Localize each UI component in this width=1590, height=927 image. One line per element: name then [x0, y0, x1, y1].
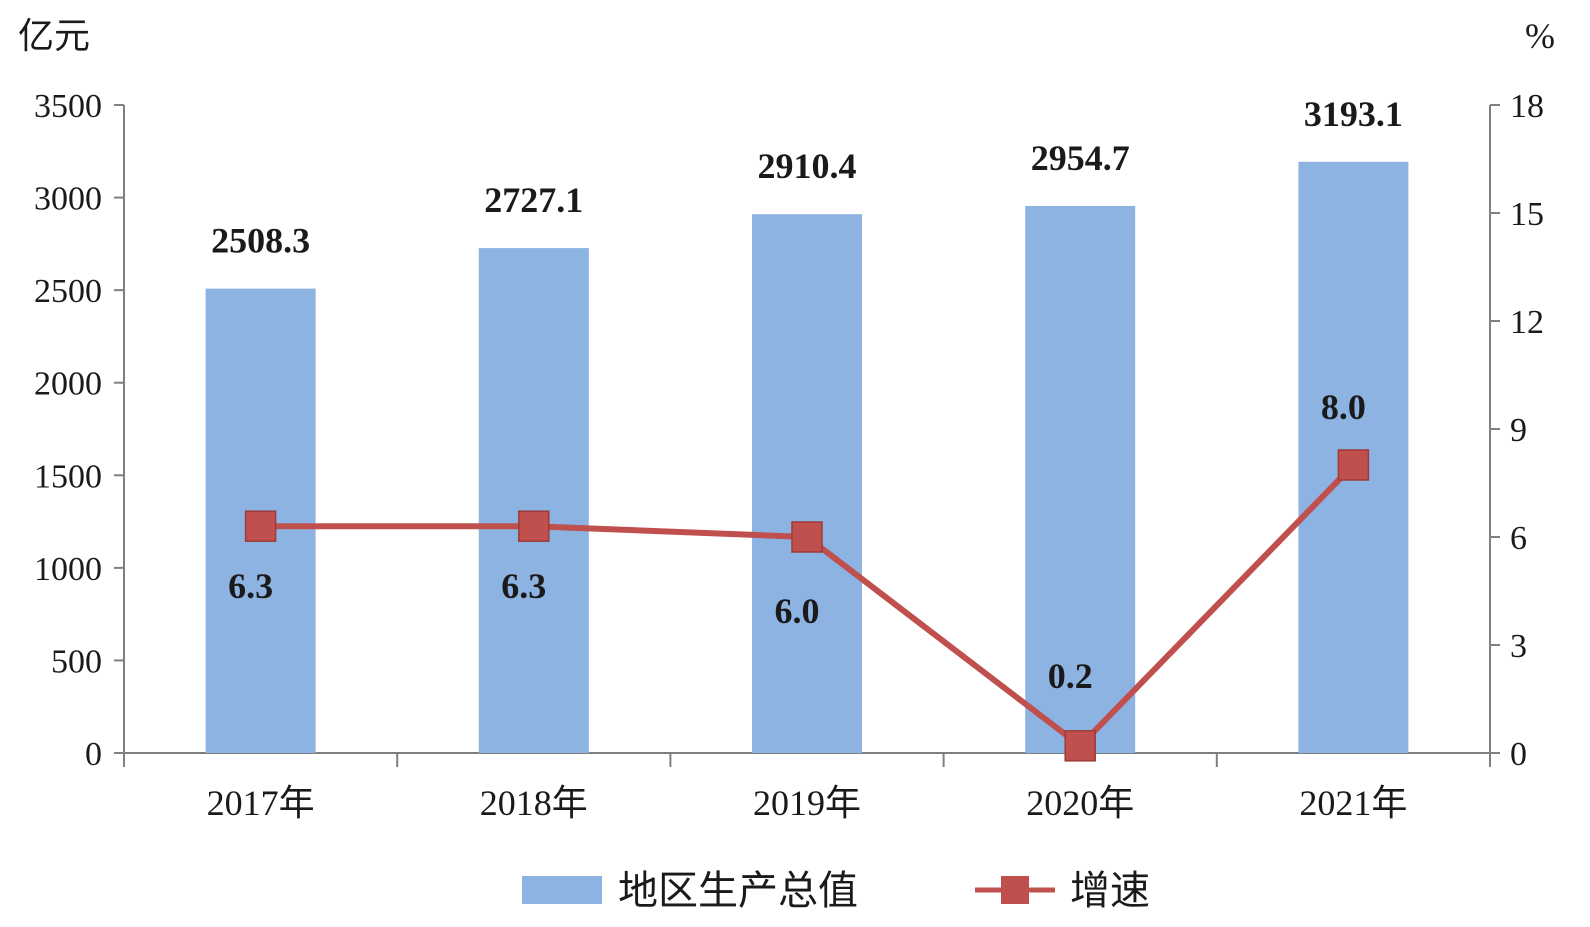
- x-tick-label: 2019年: [753, 783, 861, 823]
- gdp-bar-label: 2954.7: [1031, 138, 1130, 178]
- right-tick-label: 9: [1510, 412, 1527, 449]
- x-tick-label: 2020年: [1026, 783, 1134, 823]
- left-tick-label: 1500: [34, 458, 102, 495]
- right-tick-label: 18: [1510, 88, 1544, 125]
- right-tick-label: 12: [1510, 304, 1544, 341]
- gdp-bar: [1025, 205, 1136, 754]
- x-tick-label: 2017年: [207, 783, 315, 823]
- growth-label: 6.3: [501, 566, 546, 606]
- gdp-bar-label: 2508.3: [211, 221, 310, 261]
- growth-marker: [1064, 730, 1096, 762]
- x-tick-label: 2018年: [480, 783, 588, 823]
- growth-label: 0.2: [1048, 656, 1093, 696]
- gdp-bar-label: 2727.1: [484, 180, 583, 220]
- growth-marker: [518, 510, 550, 542]
- left-tick-label: 3000: [34, 181, 102, 218]
- left-tick-label: 500: [51, 643, 102, 680]
- growth-label: 6.0: [775, 591, 820, 631]
- legend-label-growth: 增速: [1070, 868, 1150, 913]
- growth-marker: [244, 510, 277, 542]
- right-axis-unit: %: [1525, 16, 1555, 56]
- right-tick-label: 0: [1510, 736, 1527, 773]
- bars: [205, 161, 1409, 754]
- growth-label: 6.3: [228, 566, 273, 606]
- gdp-bar: [478, 248, 589, 753]
- growth-marker: [1337, 449, 1370, 481]
- gdp-bar-label: 3193.1: [1304, 94, 1403, 134]
- gdp-bar-label: 2910.4: [758, 146, 857, 186]
- left-tick-label: 0: [85, 736, 102, 773]
- right-tick-label: 15: [1510, 196, 1544, 233]
- left-tick-label: 2500: [34, 273, 102, 310]
- right-tick-label: 6: [1510, 520, 1527, 557]
- legend-marker-growth: [1001, 876, 1029, 904]
- left-axis-unit: 亿元: [18, 16, 90, 56]
- data-labels: 2508.3 2727.1 2910.4 2954.7 3193.1 6.3 6.3 6.0 0…: [211, 94, 1403, 696]
- legend-label-gdp: 地区生产总值: [618, 868, 858, 913]
- legend: 地区生产总值 增速: [522, 868, 1150, 913]
- left-tick-label: 1000: [34, 551, 102, 588]
- left-tick-label: 3500: [34, 88, 102, 125]
- growth-label: 8.0: [1321, 387, 1366, 427]
- x-tick-label: 2021年: [1299, 783, 1407, 823]
- growth-line: [244, 449, 1370, 762]
- growth-marker: [791, 521, 823, 553]
- left-tick-label: 2000: [34, 366, 102, 403]
- legend-swatch-gdp: [522, 876, 602, 904]
- axes: 0 500 1000 1500 2000 2500 3000 3500 0 3 6 9 12 15 18 20…: [34, 88, 1544, 823]
- gdp-bar: [752, 214, 862, 754]
- right-tick-label: 3: [1510, 628, 1527, 665]
